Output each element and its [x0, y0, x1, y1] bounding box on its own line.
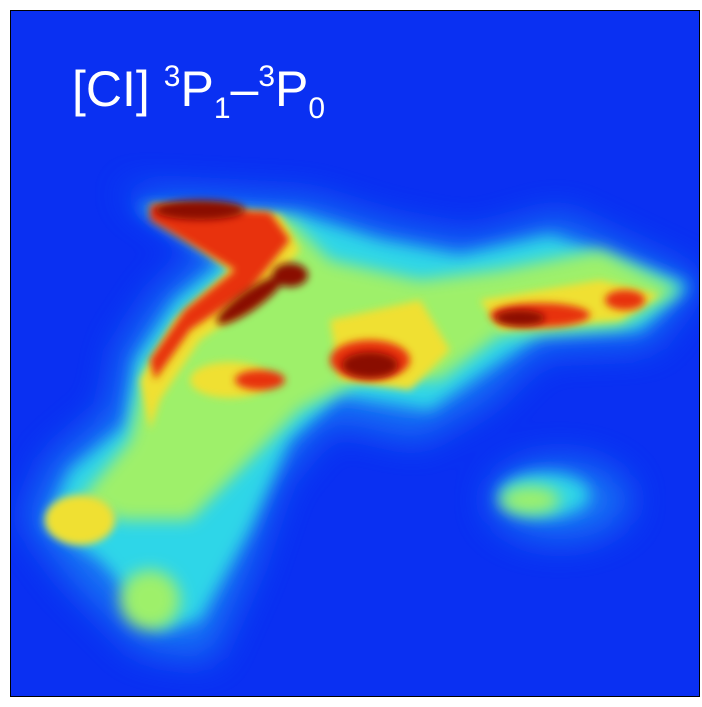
superscript: 3 [258, 60, 275, 93]
subscript: 1 [214, 92, 231, 125]
subscript: 0 [308, 92, 325, 125]
line-label: [CI]3P1–3P0 [72, 60, 325, 125]
image-panel: [CI]3P1–3P0 [0, 0, 702, 707]
term: P [275, 61, 308, 117]
term: P [180, 61, 213, 117]
superscript: 3 [164, 60, 181, 93]
species: [CI] [72, 61, 150, 117]
page: [CI]3P1–3P0 (() => { const data = JSON.p… [0, 0, 702, 707]
dash: – [231, 61, 259, 117]
